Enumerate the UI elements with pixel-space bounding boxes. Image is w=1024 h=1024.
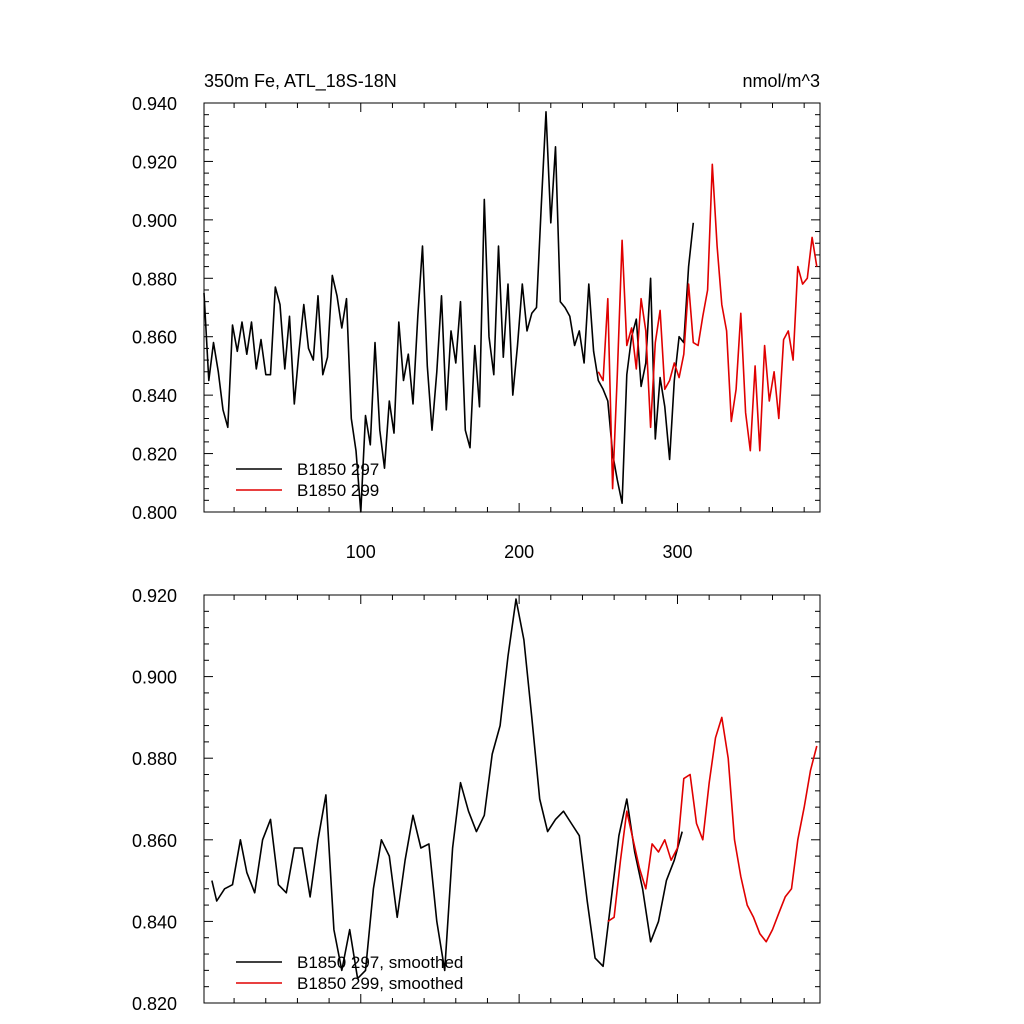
series-line-b1850-299 xyxy=(597,163,818,490)
y-tick-label: 0.920 xyxy=(132,152,177,172)
plot-frame xyxy=(203,594,821,1004)
y-tick-label: 0.900 xyxy=(132,668,177,688)
top-panel-title: 350m Fe, ATL_18S-18N xyxy=(204,71,397,92)
x-tick-label: 200 xyxy=(504,542,534,562)
y-tick-label: 0.940 xyxy=(132,94,177,114)
series-line-b1850-297 xyxy=(211,598,683,980)
legend-label: B1850 297, smoothed xyxy=(297,953,463,972)
series-line-b1850-299 xyxy=(607,716,818,943)
y-tick-label: 0.820 xyxy=(132,445,177,465)
y-tick-label: 0.840 xyxy=(132,912,177,932)
top-panel-units: nmol/m^3 xyxy=(743,71,820,91)
legend-label: B1850 299 xyxy=(297,481,379,500)
top-panel: 350m Fe, ATL_18S-18N nmol/m^3 0.800 0.820… xyxy=(132,71,821,562)
x-tick-label: 100 xyxy=(346,542,376,562)
y-tick-label: 0.820 xyxy=(132,994,177,1014)
bottom-panel: 0.820 0.840 0.860 0.880 0.900 0.920 B1850 297,… xyxy=(132,586,821,1014)
legend-label: B1850 299, smoothed xyxy=(297,974,463,993)
plot-frame xyxy=(203,102,821,513)
y-tick-label: 0.880 xyxy=(132,749,177,769)
y-tick-label: 0.860 xyxy=(132,328,177,348)
y-tick-label: 0.800 xyxy=(132,503,177,523)
y-tick-label: 0.880 xyxy=(132,269,177,289)
y-tick-label: 0.900 xyxy=(132,211,177,231)
y-tick-label: 0.860 xyxy=(132,831,177,851)
y-tick-label: 0.840 xyxy=(132,386,177,406)
y-tick-label: 0.920 xyxy=(132,586,177,606)
x-tick-label: 300 xyxy=(662,542,692,562)
legend-label: B1850 297 xyxy=(297,460,379,479)
